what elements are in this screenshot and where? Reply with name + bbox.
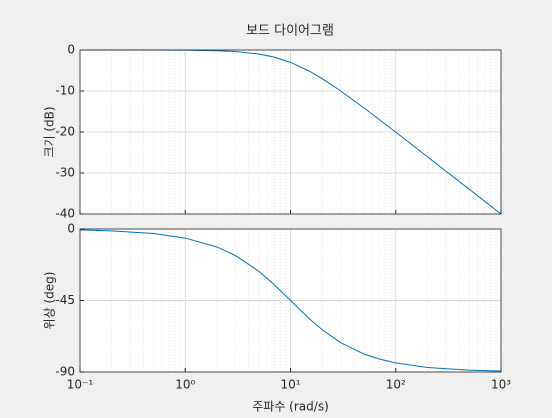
x-tick-label: 10⁰ [175, 378, 195, 392]
axes-box [79, 49, 502, 215]
x-tick-label: 10² [386, 378, 406, 392]
y-tick-label: -30 [55, 166, 75, 180]
x-tick-label: 10³ [491, 378, 511, 392]
y-tick-label: -20 [55, 125, 75, 139]
y-tick-label: -90 [55, 365, 75, 379]
y-tick-label: -10 [55, 84, 75, 98]
x-tick-label: 10⁻¹ [67, 378, 94, 392]
axes-box [79, 228, 502, 373]
data-line [79, 229, 502, 372]
y-axis-label: 크기 (dB) [43, 106, 57, 157]
y-tick-label: 0 [67, 222, 75, 236]
y-axis-label: 위상 (deg) [43, 272, 57, 330]
y-tick-label: -40 [55, 207, 75, 221]
chart-title: 보드 다이어그램 [246, 24, 334, 39]
x-tick-label: 10¹ [280, 378, 300, 392]
y-tick-label: -45 [55, 293, 75, 307]
x-axis-label: 주파수 (rad/s) [252, 400, 329, 414]
y-tick-label: 0 [67, 43, 75, 57]
